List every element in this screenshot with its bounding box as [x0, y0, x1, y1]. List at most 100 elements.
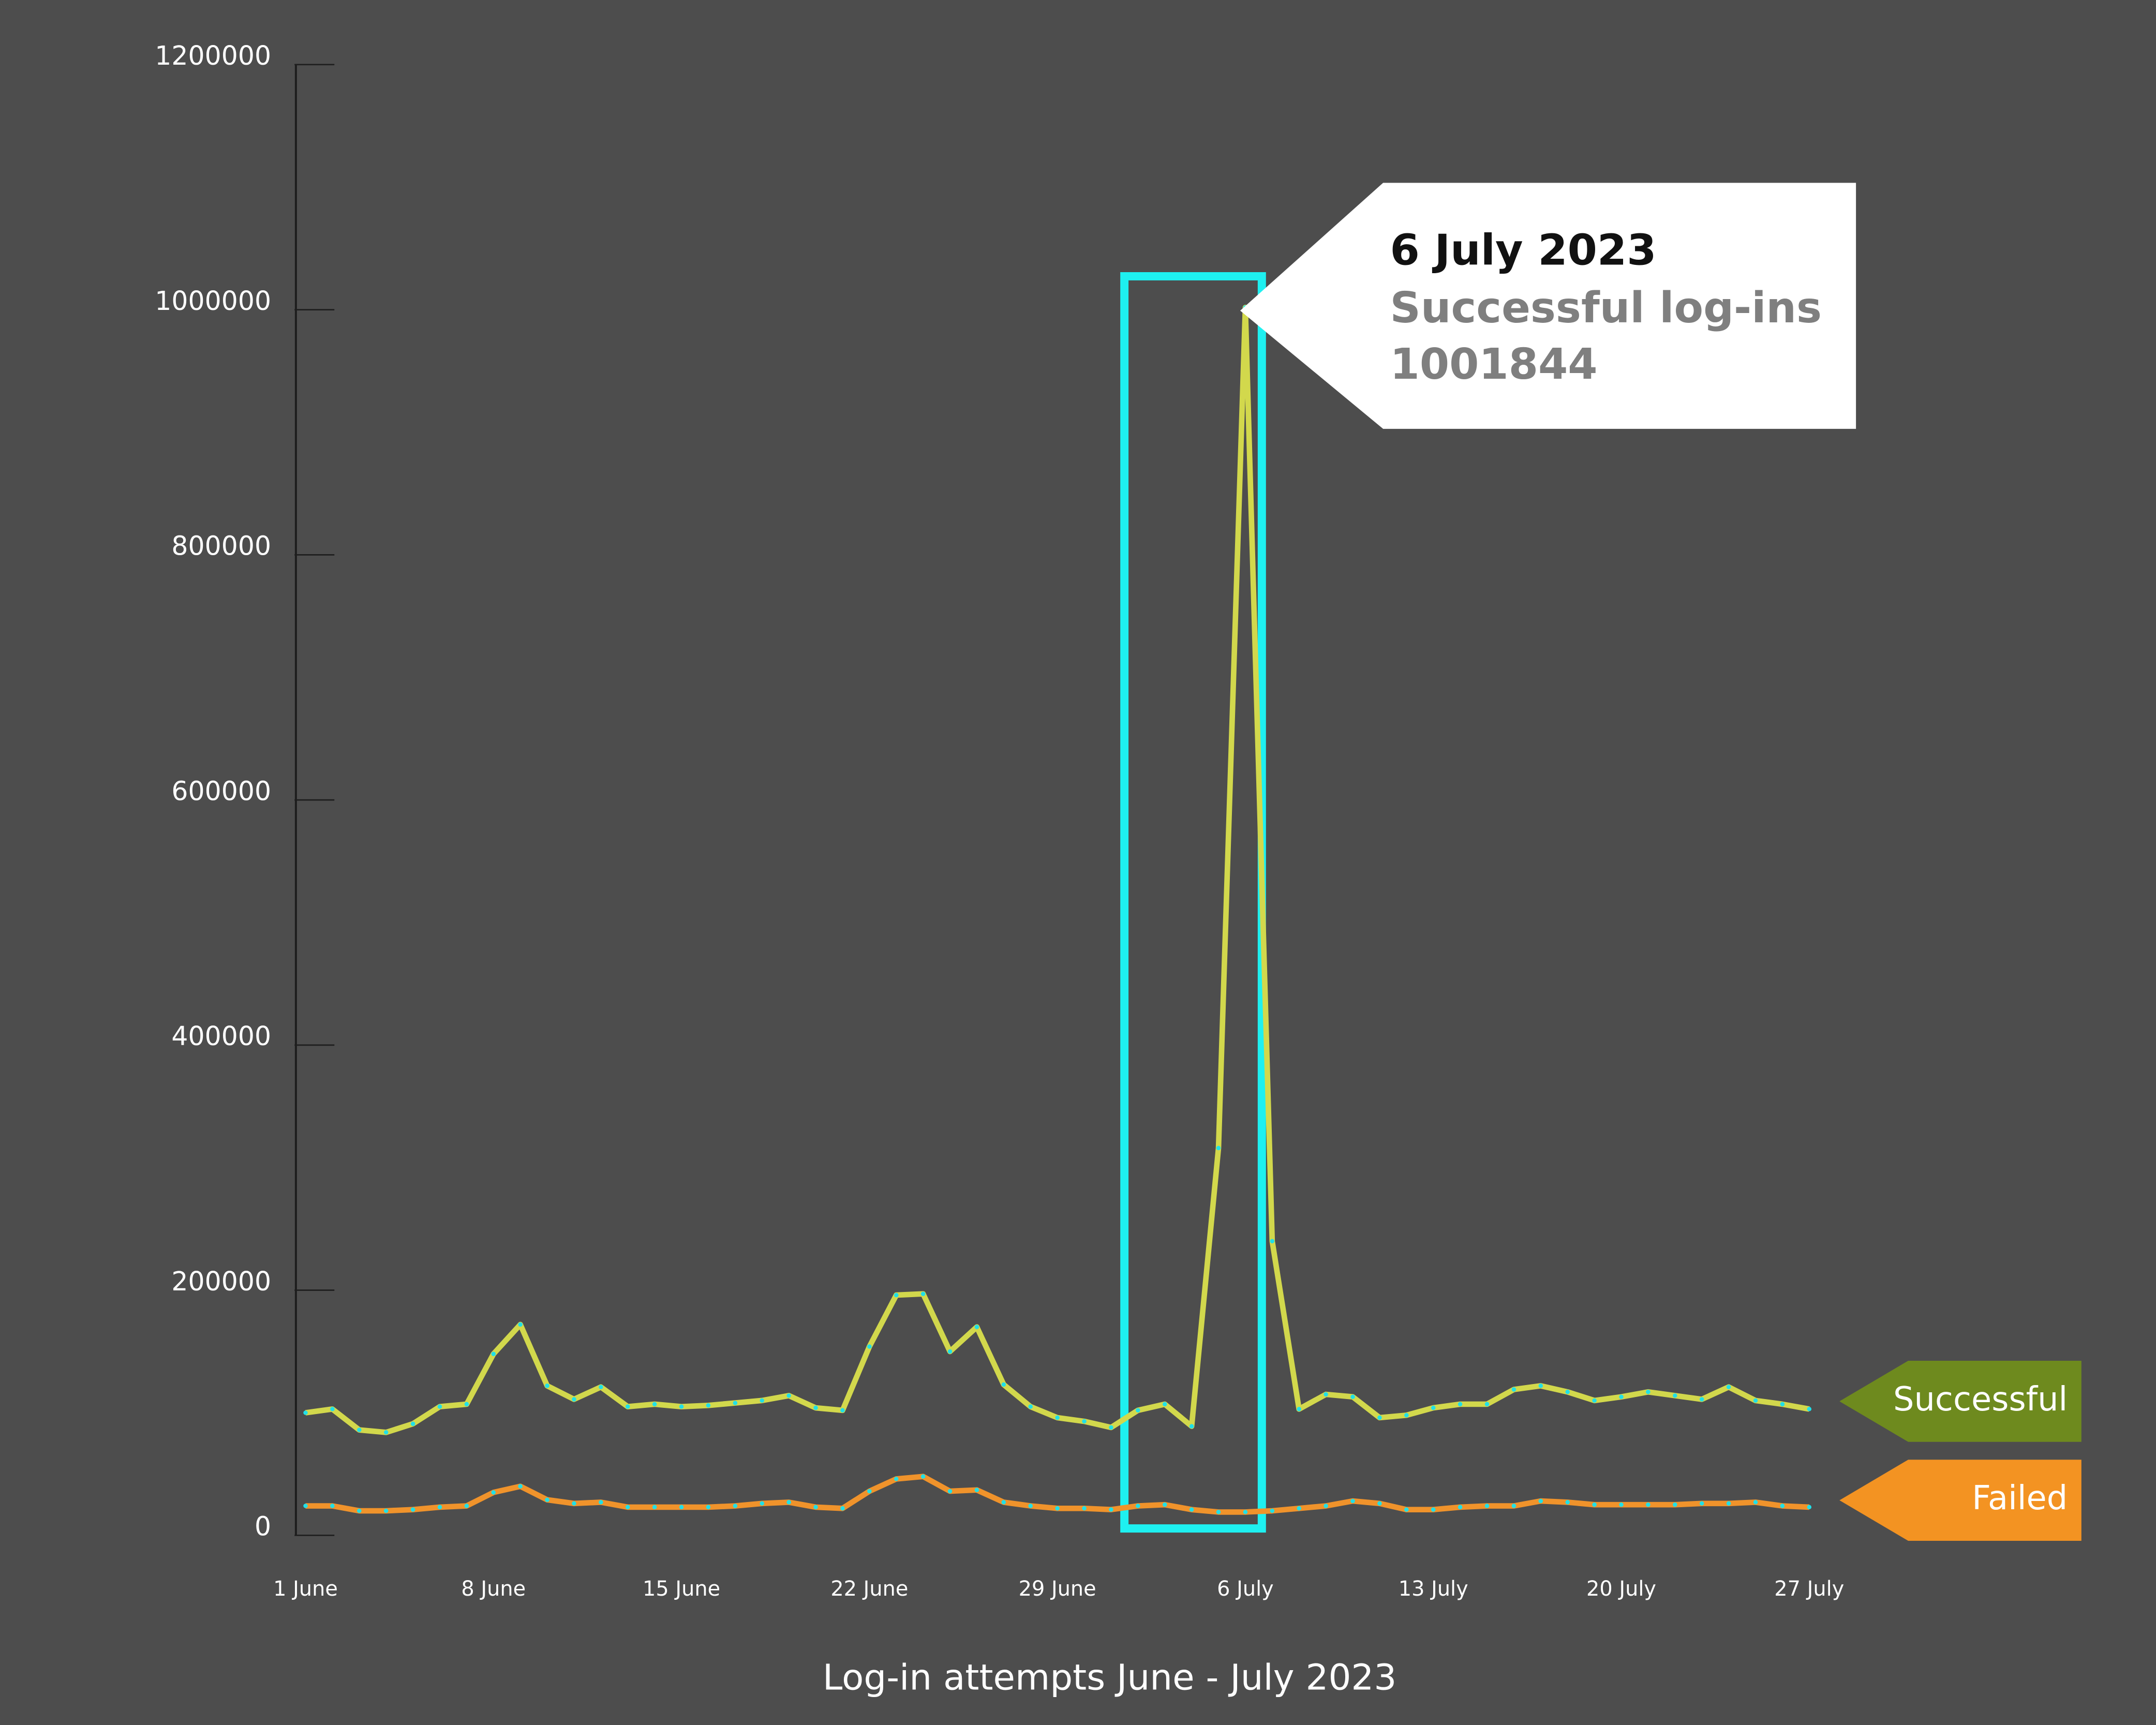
point [1484, 1504, 1490, 1508]
point [652, 1402, 657, 1407]
point [1001, 1500, 1006, 1505]
x-tick-label: 13 July [1399, 1577, 1468, 1601]
y-tick-label: 400000 [171, 1021, 271, 1051]
point [572, 1501, 576, 1506]
point [1404, 1413, 1409, 1418]
point [518, 1322, 523, 1327]
x-tick-label: 8 June [461, 1577, 526, 1601]
point [679, 1505, 684, 1510]
point [679, 1404, 684, 1409]
x-tick-label: 22 June [830, 1577, 908, 1601]
point [357, 1508, 362, 1513]
point [1646, 1389, 1651, 1394]
legend-label: Failed [1972, 1479, 2068, 1518]
point [840, 1408, 845, 1413]
point [1324, 1504, 1328, 1508]
point [599, 1500, 603, 1505]
x-tick-label: 15 June [643, 1577, 720, 1601]
point [1619, 1394, 1624, 1399]
point [1028, 1504, 1033, 1508]
point [733, 1504, 738, 1508]
point [437, 1505, 442, 1510]
point [1484, 1402, 1490, 1407]
x-tick-label: 27 July [1774, 1577, 1844, 1601]
point [303, 1410, 308, 1415]
point [464, 1504, 469, 1508]
point [626, 1505, 630, 1510]
point [1162, 1502, 1167, 1507]
point [464, 1402, 469, 1407]
point [1592, 1398, 1597, 1403]
point [1055, 1506, 1060, 1511]
point [1189, 1424, 1194, 1429]
point [652, 1505, 657, 1510]
point [357, 1427, 362, 1432]
callout-value: 1001844 [1390, 340, 1598, 389]
point [1055, 1415, 1060, 1420]
point [786, 1500, 791, 1505]
point [383, 1508, 389, 1513]
point [1377, 1501, 1382, 1506]
legend-tag [1839, 1361, 2081, 1442]
point [1136, 1504, 1140, 1508]
point [1538, 1498, 1543, 1504]
point [1780, 1402, 1785, 1407]
point [920, 1474, 926, 1479]
point [867, 1489, 872, 1494]
point [1565, 1500, 1570, 1505]
y-tick-label: 1200000 [155, 40, 271, 71]
point [1538, 1384, 1543, 1388]
point [626, 1404, 630, 1409]
point [491, 1490, 496, 1495]
point [1699, 1501, 1704, 1506]
point [706, 1403, 711, 1408]
point [1297, 1407, 1301, 1411]
point [1297, 1506, 1301, 1511]
point [1431, 1507, 1436, 1512]
point [947, 1489, 953, 1494]
point [786, 1393, 791, 1398]
point [1082, 1506, 1087, 1511]
point [383, 1430, 389, 1435]
y-tick-label: 800000 [171, 531, 271, 561]
point [1001, 1382, 1006, 1387]
point [733, 1401, 738, 1405]
point [330, 1504, 335, 1508]
point [1162, 1402, 1167, 1407]
point [1780, 1504, 1785, 1508]
point [1350, 1498, 1355, 1504]
point [303, 1504, 308, 1508]
point [1216, 1146, 1221, 1151]
point [1324, 1392, 1328, 1397]
point [867, 1344, 872, 1349]
point [1753, 1398, 1758, 1403]
point [840, 1506, 845, 1511]
x-tick-label: 20 July [1586, 1577, 1656, 1601]
point [545, 1384, 549, 1388]
callout-label: Successful log-ins [1390, 284, 1822, 333]
point [1216, 1510, 1221, 1514]
point [1726, 1501, 1731, 1506]
point [974, 1488, 979, 1492]
callout [1240, 183, 1856, 429]
point [1592, 1502, 1597, 1507]
point [330, 1407, 335, 1411]
point [974, 1325, 979, 1329]
point [1807, 1407, 1812, 1411]
point [706, 1505, 711, 1510]
point [1511, 1387, 1516, 1392]
point [1699, 1397, 1704, 1402]
point [1243, 1510, 1248, 1514]
point [410, 1421, 415, 1426]
point [1082, 1419, 1087, 1424]
point [894, 1292, 899, 1298]
point [1646, 1502, 1651, 1507]
x-tick-label: 6 July [1217, 1577, 1274, 1601]
point [760, 1501, 765, 1506]
point [1807, 1505, 1812, 1510]
point [1565, 1389, 1570, 1394]
point [1458, 1505, 1463, 1510]
point [1270, 1508, 1275, 1513]
